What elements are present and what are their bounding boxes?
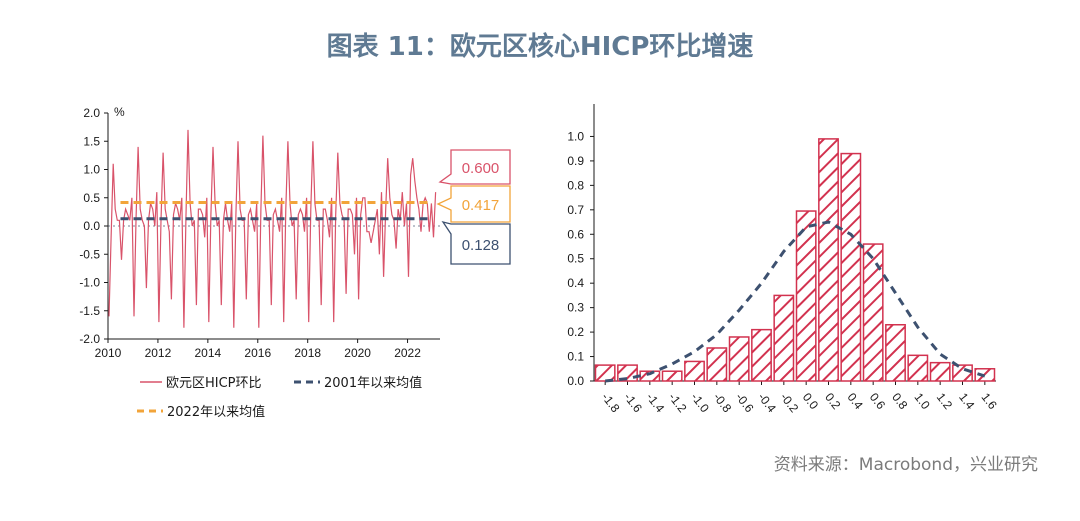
- x-tick-label: 2022: [394, 346, 421, 360]
- legend-label-avg-2022: 2022年以来均值: [167, 404, 265, 420]
- x-tick-label: -1.6: [621, 390, 645, 415]
- y-tick-label: 0.7: [567, 203, 584, 217]
- y-tick-label: 1.0: [83, 163, 100, 177]
- x-tick-label: -1.0: [688, 390, 712, 415]
- y-tick-label: 0.2: [567, 325, 584, 339]
- y-tick-label: 2.0: [83, 106, 100, 120]
- y-tick-label: 0.4: [567, 276, 584, 290]
- callout-box: [438, 149, 511, 185]
- histogram-bar: [684, 360, 705, 382]
- callout-value: 0.128: [462, 237, 500, 254]
- histogram-bar: [706, 347, 728, 382]
- x-tick-label: -0.2: [777, 390, 801, 415]
- y-tick-label: 0.9: [567, 154, 584, 168]
- histogram-bar: [661, 370, 683, 382]
- hicp-line-chart: 2.0 1.5 1.0 0.5 0.0 -0.5 -1.0 -1.5 -2.0% 2010 2012…: [79, 105, 511, 420]
- x-tick-label: 2018: [294, 346, 321, 360]
- y-tick-label: 0.6: [567, 227, 584, 241]
- x-tick-label: 0.8: [889, 390, 911, 412]
- legend-label-hicp-mom: 欧元区HICP环比: [166, 376, 262, 391]
- histogram-bar: [751, 328, 772, 382]
- callout-box: [441, 220, 511, 265]
- histogram-bar: [885, 324, 906, 382]
- x-tick-label: -1.8: [599, 390, 623, 415]
- y-tick-label: 0.1: [567, 350, 584, 364]
- x-tick-label: 2014: [194, 346, 221, 360]
- y-tick-label: 0.3: [567, 301, 584, 315]
- callout-box: [436, 185, 511, 223]
- hicp-distribution-histogram: 0.00.10.20.30.40.50.60.70.80.91.0-1.8-1.…: [567, 104, 1000, 415]
- callout-value: 0.417: [462, 197, 500, 214]
- x-tick-label: 1.6: [978, 390, 1000, 412]
- histogram-bar: [773, 294, 795, 382]
- histogram-bar: [840, 152, 862, 382]
- y-tick-label: 0.5: [567, 252, 584, 266]
- histogram-bar: [818, 138, 839, 382]
- histogram-bar: [795, 210, 817, 382]
- callout-value: 0.600: [462, 160, 500, 177]
- histogram-bar: [617, 364, 638, 382]
- histogram-bar: [594, 364, 616, 382]
- y-tick-label: -2.0: [79, 332, 100, 346]
- histogram-bar: [952, 364, 973, 382]
- histogram-bar: [862, 243, 884, 382]
- x-tick-label: 0.4: [844, 390, 866, 412]
- histogram-bar: [907, 354, 929, 382]
- x-tick-label: 2016: [244, 346, 271, 360]
- x-tick-label: 2012: [145, 346, 172, 360]
- x-tick-label: 0.6: [867, 390, 889, 412]
- y-unit-label: %: [114, 105, 125, 119]
- y-tick-label: 0.0: [83, 219, 100, 233]
- x-tick-label: 2010: [95, 346, 122, 360]
- histogram-bar: [929, 361, 951, 382]
- x-tick-label: -0.6: [733, 390, 757, 415]
- x-tick-label: 1.2: [934, 390, 956, 412]
- x-tick-label: 0.2: [822, 390, 844, 412]
- y-tick-label: 0.8: [567, 178, 584, 192]
- x-tick-label: 1.0: [911, 390, 933, 412]
- x-tick-label: -0.8: [710, 390, 734, 415]
- y-tick-label: 1.0: [567, 129, 584, 143]
- histogram-bar: [728, 336, 750, 382]
- series-line-hicp-mom: [108, 129, 437, 328]
- x-tick-label: 0.0: [800, 390, 822, 412]
- y-tick-label: -0.5: [79, 247, 100, 261]
- x-tick-label: 2020: [344, 346, 371, 360]
- x-tick-label: 1.4: [956, 390, 978, 412]
- source-note: 资料来源：Macrobond，兴业研究: [773, 455, 1038, 475]
- figure-title: 图表 11：欧元区核心HICP环比增速: [326, 32, 754, 62]
- x-tick-label: -1.4: [643, 390, 667, 415]
- y-tick-label: 0.5: [83, 191, 100, 205]
- y-tick-label: -1.5: [79, 304, 100, 318]
- y-tick-label: -1.0: [79, 276, 100, 290]
- y-tick-label: 0.0: [567, 374, 584, 388]
- x-tick-label: -1.2: [666, 390, 690, 415]
- legend-label-avg-2001: 2001年以来均值: [324, 375, 422, 391]
- y-tick-label: 1.5: [83, 134, 100, 148]
- x-tick-label: -0.4: [755, 390, 779, 415]
